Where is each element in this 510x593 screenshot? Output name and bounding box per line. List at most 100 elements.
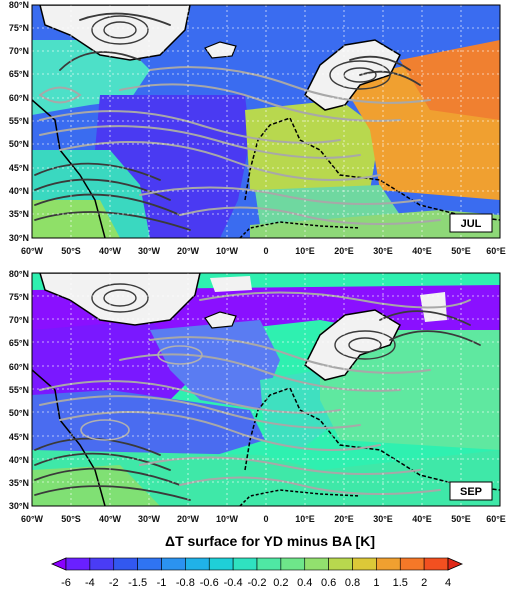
lat-tick: 55°N — [9, 116, 29, 126]
lat-tick: 50°N — [9, 408, 29, 418]
lon-tick: 20°E — [334, 514, 354, 524]
lat-tick: 40°N — [9, 455, 29, 465]
panel-tag-box — [449, 481, 493, 501]
colorbar-label: 4 — [445, 577, 451, 589]
streamlines-grey — [39, 66, 441, 225]
map-frame — [31, 272, 501, 507]
colorbar-segment — [232, 557, 258, 571]
lon-tick: 20°W — [177, 514, 200, 524]
lon-tick: 30°W — [138, 246, 161, 256]
colorbar-arrow-high — [447, 557, 464, 571]
lat-tick: 70°N — [9, 46, 29, 56]
europe-west-field — [245, 100, 380, 210]
lat-tick: 45°N — [9, 163, 29, 173]
colorbar-label: -6 — [61, 577, 71, 589]
europe-field — [320, 330, 500, 450]
panel-tag: JUL — [461, 218, 482, 230]
colorbar-label: -0.6 — [200, 577, 219, 589]
lat-tick: 75°N — [9, 23, 29, 33]
graticule — [32, 5, 500, 238]
colorbar-label: 0.4 — [297, 577, 312, 589]
coastline-europe — [244, 387, 500, 491]
lon-tick: 50°S — [61, 514, 81, 524]
lon-tick: 30°W — [138, 514, 161, 524]
lat-tick-labels: 80°N 75°N 70°N 65°N 60°N 55°N 50°N 45°N … — [9, 0, 29, 243]
lon-tick: 20°E — [334, 246, 354, 256]
lat-tick: 35°N — [9, 209, 29, 219]
panel-tag: SEP — [460, 486, 482, 498]
lon-tick: 40°W — [99, 514, 122, 524]
colorbar-label: -0.8 — [176, 577, 195, 589]
lat-tick: 65°N — [9, 338, 29, 348]
lon-tick: 20°W — [177, 246, 200, 256]
colorbar-segment — [352, 557, 377, 571]
lat-tick: 50°N — [9, 139, 29, 149]
colorbar-labels: -6 -4 -2 -1.5 -1 -0.8 -0.6 -0.4 -0.2 0.2 0.4 0.6 0.8… — [61, 577, 451, 589]
lon-tick: 0 — [263, 246, 268, 256]
lon-tick: 10°W — [216, 514, 239, 524]
colorbar-segment — [376, 557, 401, 571]
lon-tick-labels: 60°W 50°S 40°W 30°W 20°W 10°W 0 10°E 20°… — [21, 514, 506, 524]
white-patch — [210, 276, 252, 292]
colorbar-arrow-low — [50, 557, 67, 571]
lat-tick: 80°N — [9, 0, 29, 10]
lon-tick: 50°S — [61, 246, 81, 256]
colorbar-label: 0.8 — [345, 577, 360, 589]
scandinavia — [304, 309, 401, 381]
map-panel-sep: SEP 80°N 75°N 70°N 65°N 60°N 55°N 50°N 4… — [9, 269, 506, 524]
colorbar-label: -1.5 — [128, 577, 147, 589]
iceland — [204, 311, 237, 329]
lat-tick: 70°N — [9, 315, 29, 325]
lon-tick: 0 — [263, 514, 268, 524]
colorbar-label: 1 — [373, 577, 379, 589]
streamlines-dark — [34, 310, 481, 501]
colorbar-label: -0.2 — [248, 577, 267, 589]
cyclone-swirl — [91, 283, 396, 360]
colorbar-segment — [137, 557, 162, 571]
lon-tick: 50°E — [451, 246, 471, 256]
colorbar-segment — [89, 557, 115, 571]
lon-tick: 60°E — [486, 514, 506, 524]
colorbar-label: -0.4 — [224, 577, 243, 589]
colorbar-segment — [399, 557, 425, 571]
lat-tick: 65°N — [9, 69, 29, 79]
lon-tick: 60°W — [21, 514, 44, 524]
temperature-field-jul — [32, 5, 500, 238]
greenland — [39, 273, 201, 326]
colorbar-segment — [185, 557, 210, 571]
colorbar-segment — [161, 557, 186, 571]
colorbar-segment — [423, 557, 449, 571]
lon-tick: 40°E — [412, 514, 432, 524]
coastline-europe — [244, 117, 500, 221]
lon-tick-labels: 60°W 50°S 40°W 30°W 20°W 10°W 0 10°E 20°… — [21, 246, 506, 256]
lat-tick: 40°N — [9, 186, 29, 196]
lon-tick: 60°W — [21, 246, 44, 256]
lon-tick: 10°E — [295, 514, 315, 524]
lat-tick: 30°N — [9, 501, 29, 511]
lat-tick: 60°N — [9, 362, 29, 372]
colorbar-label: 0.6 — [321, 577, 336, 589]
colorbar-label: -4 — [85, 577, 95, 589]
lat-tick: 80°N — [9, 269, 29, 279]
lat-tick: 75°N — [9, 292, 29, 302]
lon-tick: 30°E — [373, 514, 393, 524]
lon-tick: 50°E — [451, 514, 471, 524]
colorbar-label: 0.2 — [273, 577, 288, 589]
temperature-field-sep — [32, 273, 500, 506]
lon-tick: 10°E — [295, 246, 315, 256]
colorbar-segment — [256, 557, 282, 571]
colorbar-segment — [328, 557, 353, 571]
colorbar-segment — [113, 557, 138, 571]
colorbar-label: -2 — [109, 577, 119, 589]
lat-tick-labels: 80°N 75°N 70°N 65°N 60°N 55°N 50°N 45°N … — [9, 269, 29, 511]
lon-tick: 60°E — [486, 246, 506, 256]
lat-tick: 30°N — [9, 233, 29, 243]
colorbar: ΔT surface for YD minus BA [K] -6 -4 -2 -1.… — [50, 533, 464, 589]
map-panel-jul: JUL 80°N 75°N 70°N 65°N 60°N 55°N 50°N 4… — [9, 0, 506, 256]
lon-tick: 30°E — [373, 246, 393, 256]
colorbar-segment — [304, 557, 329, 571]
colorbar-segment — [280, 557, 306, 571]
graticule — [32, 273, 500, 506]
cyclone-swirl — [91, 15, 391, 90]
